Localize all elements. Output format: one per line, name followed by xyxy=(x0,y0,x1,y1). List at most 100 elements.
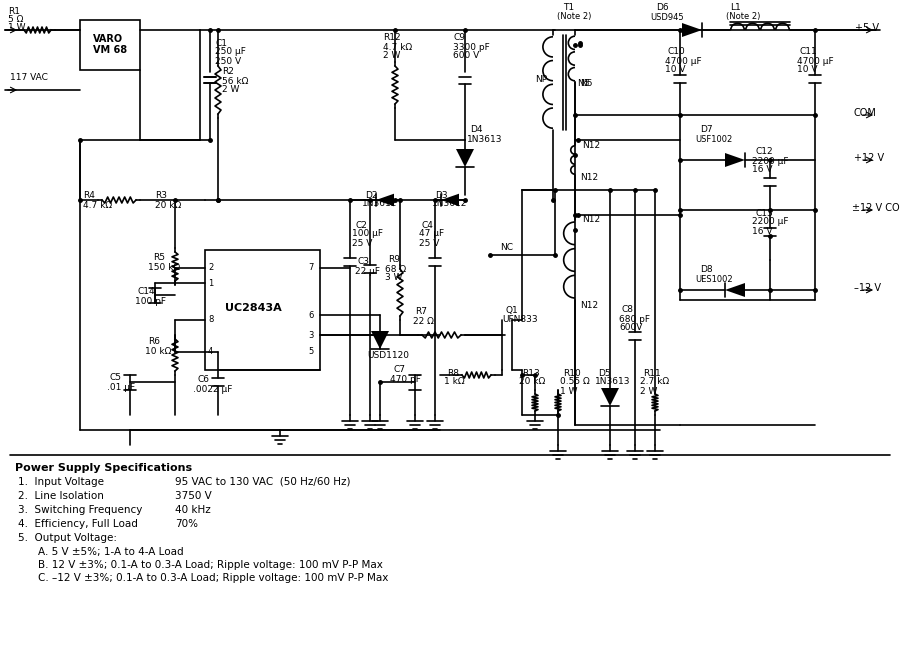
Text: UES1002: UES1002 xyxy=(695,274,733,284)
Bar xyxy=(80,20,140,70)
Text: 2 W: 2 W xyxy=(383,52,400,60)
Text: 3: 3 xyxy=(308,330,313,339)
Text: R8: R8 xyxy=(447,369,459,377)
Text: 2.  Line Isolation: 2. Line Isolation xyxy=(18,491,104,501)
Text: 3750 V: 3750 V xyxy=(175,491,211,501)
Text: 20 kΩ: 20 kΩ xyxy=(155,201,181,209)
Text: C12: C12 xyxy=(755,147,772,157)
Text: 100 μF: 100 μF xyxy=(352,229,383,239)
Text: 1N3612: 1N3612 xyxy=(362,199,398,209)
Text: 2: 2 xyxy=(208,264,213,272)
Text: R12: R12 xyxy=(383,33,400,43)
Text: 2 W: 2 W xyxy=(222,86,239,94)
Text: 4.  Efficiency, Full Load: 4. Efficiency, Full Load xyxy=(18,519,138,529)
Text: C5: C5 xyxy=(110,373,122,383)
Text: 68 Ω: 68 Ω xyxy=(385,264,406,274)
Text: VARO: VARO xyxy=(93,34,123,44)
Text: 2200 μF: 2200 μF xyxy=(752,157,788,165)
Text: 1: 1 xyxy=(208,278,213,288)
Text: C7: C7 xyxy=(393,365,405,375)
Text: 10 V: 10 V xyxy=(665,66,686,74)
Text: C14: C14 xyxy=(138,288,156,296)
Text: R1: R1 xyxy=(8,7,20,17)
Text: D2: D2 xyxy=(365,191,377,199)
Text: C2: C2 xyxy=(355,221,367,229)
Text: R3: R3 xyxy=(155,191,167,201)
Text: R7: R7 xyxy=(415,308,427,316)
Text: 1N3612: 1N3612 xyxy=(432,199,467,209)
Text: 8: 8 xyxy=(208,316,213,324)
Text: R9: R9 xyxy=(388,256,400,264)
Text: 600V: 600V xyxy=(619,324,643,332)
Text: NP: NP xyxy=(535,76,547,84)
Text: 10 kΩ: 10 kΩ xyxy=(145,347,171,355)
Text: 6: 6 xyxy=(308,310,313,320)
Text: 1 W: 1 W xyxy=(8,23,25,33)
Text: 100 pF: 100 pF xyxy=(135,296,166,306)
Text: 150 kΩ: 150 kΩ xyxy=(148,262,180,272)
Text: 117 VAC: 117 VAC xyxy=(10,74,48,82)
Polygon shape xyxy=(725,153,745,167)
Text: 10 V: 10 V xyxy=(797,66,817,74)
Polygon shape xyxy=(376,194,394,206)
Text: R4: R4 xyxy=(83,191,94,201)
Text: 2 W: 2 W xyxy=(640,387,657,395)
Text: 0.55 Ω: 0.55 Ω xyxy=(560,377,590,387)
Text: UC2843A: UC2843A xyxy=(225,303,282,313)
Text: 5: 5 xyxy=(308,347,313,357)
Text: D8: D8 xyxy=(700,266,713,274)
Text: 4700 μF: 4700 μF xyxy=(797,56,833,66)
Text: 1N3613: 1N3613 xyxy=(595,377,631,387)
Text: 2200 μF: 2200 μF xyxy=(752,217,788,227)
Text: C13: C13 xyxy=(755,209,773,217)
Text: 47 μF: 47 μF xyxy=(419,229,444,239)
Text: 7: 7 xyxy=(308,264,313,272)
Text: N5: N5 xyxy=(577,78,590,88)
Text: 680 pF: 680 pF xyxy=(619,314,650,324)
Text: R10: R10 xyxy=(563,369,580,377)
Text: 25 V: 25 V xyxy=(419,239,439,248)
Text: 20 kΩ: 20 kΩ xyxy=(519,377,545,387)
Text: N12: N12 xyxy=(580,300,598,310)
Text: R11: R11 xyxy=(643,369,661,377)
Text: 4.7 kΩ: 4.7 kΩ xyxy=(83,201,112,209)
Text: VM 68: VM 68 xyxy=(93,45,127,55)
Text: 3300 pF: 3300 pF xyxy=(453,43,490,52)
Text: D6: D6 xyxy=(656,3,669,13)
Text: 4: 4 xyxy=(208,347,213,357)
Text: C11: C11 xyxy=(800,47,818,56)
Text: .01 μF: .01 μF xyxy=(107,383,135,391)
Text: 4700 μF: 4700 μF xyxy=(665,56,702,66)
Text: NC: NC xyxy=(500,244,513,252)
Text: R5: R5 xyxy=(153,254,165,262)
Text: D4: D4 xyxy=(470,126,482,134)
Text: –12 V: –12 V xyxy=(854,283,881,293)
Text: R6: R6 xyxy=(148,337,160,347)
Text: 56 kΩ: 56 kΩ xyxy=(222,76,248,86)
Text: 40 kHz: 40 kHz xyxy=(175,505,211,515)
Text: 70%: 70% xyxy=(175,519,198,529)
Text: +12 V: +12 V xyxy=(854,153,884,163)
Text: +5 V: +5 V xyxy=(855,23,879,33)
Text: C10: C10 xyxy=(668,47,686,56)
Text: 2.7 kΩ: 2.7 kΩ xyxy=(640,377,669,387)
Text: USF1002: USF1002 xyxy=(695,134,733,143)
Text: C4: C4 xyxy=(422,221,434,229)
Text: C1: C1 xyxy=(215,39,227,47)
Text: D5: D5 xyxy=(598,369,610,377)
Text: USD945: USD945 xyxy=(650,13,684,21)
Text: R2: R2 xyxy=(222,68,234,76)
Polygon shape xyxy=(371,331,389,349)
Text: A. 5 V ±5%; 1-A to 4-A Load: A. 5 V ±5%; 1-A to 4-A Load xyxy=(38,547,184,557)
Text: 16 V: 16 V xyxy=(752,165,772,175)
Text: C3: C3 xyxy=(358,258,370,266)
Text: 1 W: 1 W xyxy=(560,387,578,395)
Text: Q1: Q1 xyxy=(505,306,518,314)
Text: 22 Ω: 22 Ω xyxy=(413,316,434,326)
Text: 1.  Input Voltage: 1. Input Voltage xyxy=(18,477,104,487)
Text: 470 pF: 470 pF xyxy=(390,375,421,383)
Text: R13: R13 xyxy=(522,369,540,377)
Text: N5: N5 xyxy=(580,78,592,88)
Polygon shape xyxy=(441,194,459,206)
Text: 22 μF: 22 μF xyxy=(355,266,380,276)
